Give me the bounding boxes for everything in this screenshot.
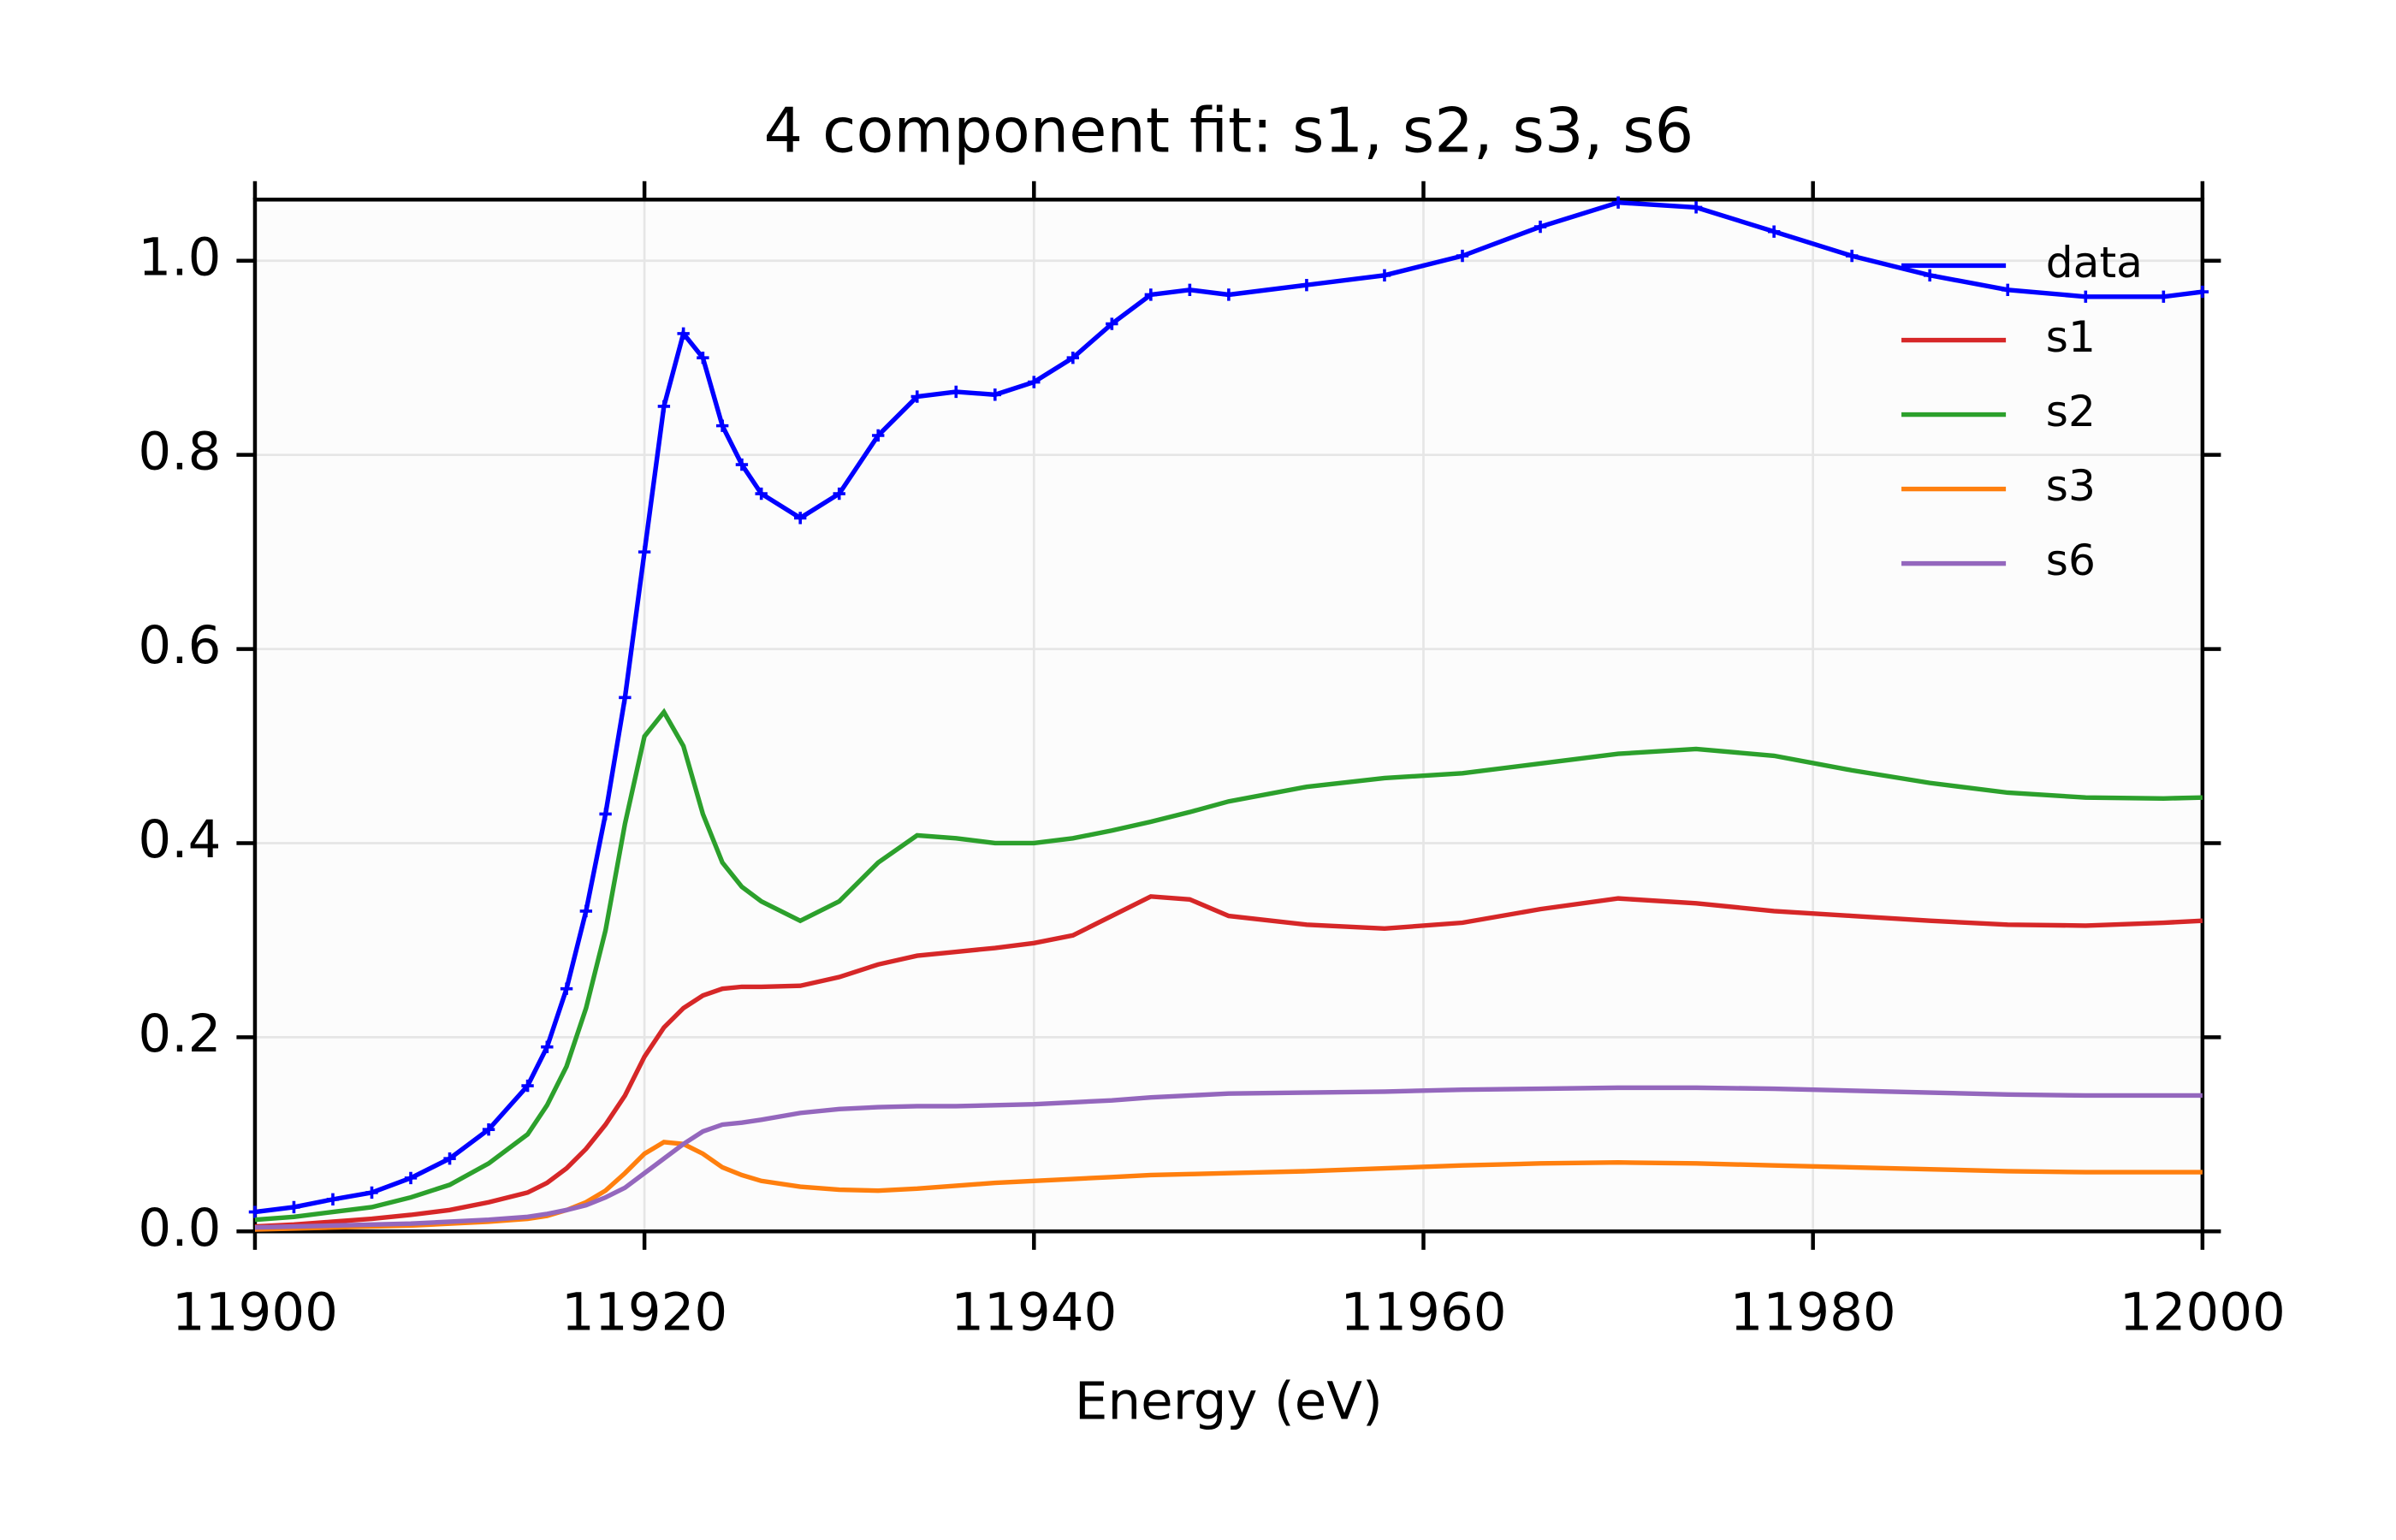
data-marker xyxy=(404,1171,418,1185)
legend-label: s1 xyxy=(2046,311,2096,362)
data-marker xyxy=(697,352,709,364)
data-marker xyxy=(755,487,768,500)
data-marker xyxy=(872,429,885,442)
y-tick-label: 0.8 xyxy=(138,421,221,482)
data-marker xyxy=(326,1193,340,1206)
data-marker xyxy=(521,1079,534,1093)
data-marker xyxy=(910,390,923,403)
y-tick-label: 1.0 xyxy=(138,227,221,287)
series-line xyxy=(254,708,2203,1223)
series-line xyxy=(254,1085,2203,1230)
y-tick-label: 0.4 xyxy=(138,809,221,870)
data-marker xyxy=(2157,290,2170,303)
data-marker xyxy=(1846,249,1859,263)
data-marker xyxy=(735,458,749,471)
y-tick-label: 0.6 xyxy=(138,615,221,676)
data-marker xyxy=(1028,376,1041,388)
data-marker xyxy=(1611,196,1625,209)
y-tick-label: 0.0 xyxy=(138,1198,221,1259)
legend-label: s2 xyxy=(2046,386,2096,436)
data-marker xyxy=(443,1152,456,1165)
x-tick-label: 11960 xyxy=(1340,1282,1506,1343)
x-axis-label: Energy (eV) xyxy=(1075,1371,1383,1432)
data-marker xyxy=(541,1040,554,1053)
data-marker xyxy=(599,808,612,820)
legend-label: data xyxy=(2046,237,2143,287)
data-marker xyxy=(1144,288,1158,301)
data-marker xyxy=(2196,285,2209,299)
x-tick-label: 11920 xyxy=(561,1282,727,1343)
x-tick-label: 11900 xyxy=(172,1282,338,1343)
data-marker xyxy=(365,1186,378,1199)
data-marker xyxy=(1300,278,1314,292)
data-marker xyxy=(2002,283,2014,296)
data-marker xyxy=(950,385,963,399)
data-marker xyxy=(288,1200,300,1214)
data-marker xyxy=(579,904,593,918)
data-marker xyxy=(988,388,1001,401)
data-marker xyxy=(1456,249,1469,263)
y-tick-label: 0.2 xyxy=(138,1004,221,1064)
data-marker xyxy=(248,1205,262,1218)
data-marker xyxy=(619,691,632,704)
legend-label: s6 xyxy=(2046,535,2096,585)
data-marker xyxy=(794,512,807,524)
data-marker xyxy=(1183,283,1196,296)
axes-frame xyxy=(252,198,2205,1234)
data-marker xyxy=(1767,225,1781,238)
data-marker xyxy=(2079,290,2092,303)
x-tick-label: 11980 xyxy=(1730,1282,1896,1343)
series-line xyxy=(254,894,2203,1229)
data-marker xyxy=(1533,220,1547,234)
data-marker xyxy=(1106,317,1118,330)
data-marker xyxy=(638,545,651,559)
x-tick-label: 11940 xyxy=(951,1282,1117,1343)
data-marker xyxy=(715,419,729,432)
data-marker xyxy=(1066,352,1080,364)
x-tick-label: 12000 xyxy=(2120,1282,2286,1343)
data-marker xyxy=(482,1122,495,1136)
data-marker xyxy=(1689,201,1703,214)
data-marker xyxy=(1378,269,1391,281)
plot-area xyxy=(254,199,2203,1232)
chart-title: 4 component fit: s1, s2, s3, s6 xyxy=(764,94,1694,166)
data-marker xyxy=(677,327,690,341)
data-marker xyxy=(1222,288,1236,301)
data-marker xyxy=(1924,269,1936,281)
data-marker xyxy=(833,487,845,500)
data-marker xyxy=(560,982,573,995)
legend-label: s3 xyxy=(2046,460,2096,511)
data-marker xyxy=(657,400,671,413)
